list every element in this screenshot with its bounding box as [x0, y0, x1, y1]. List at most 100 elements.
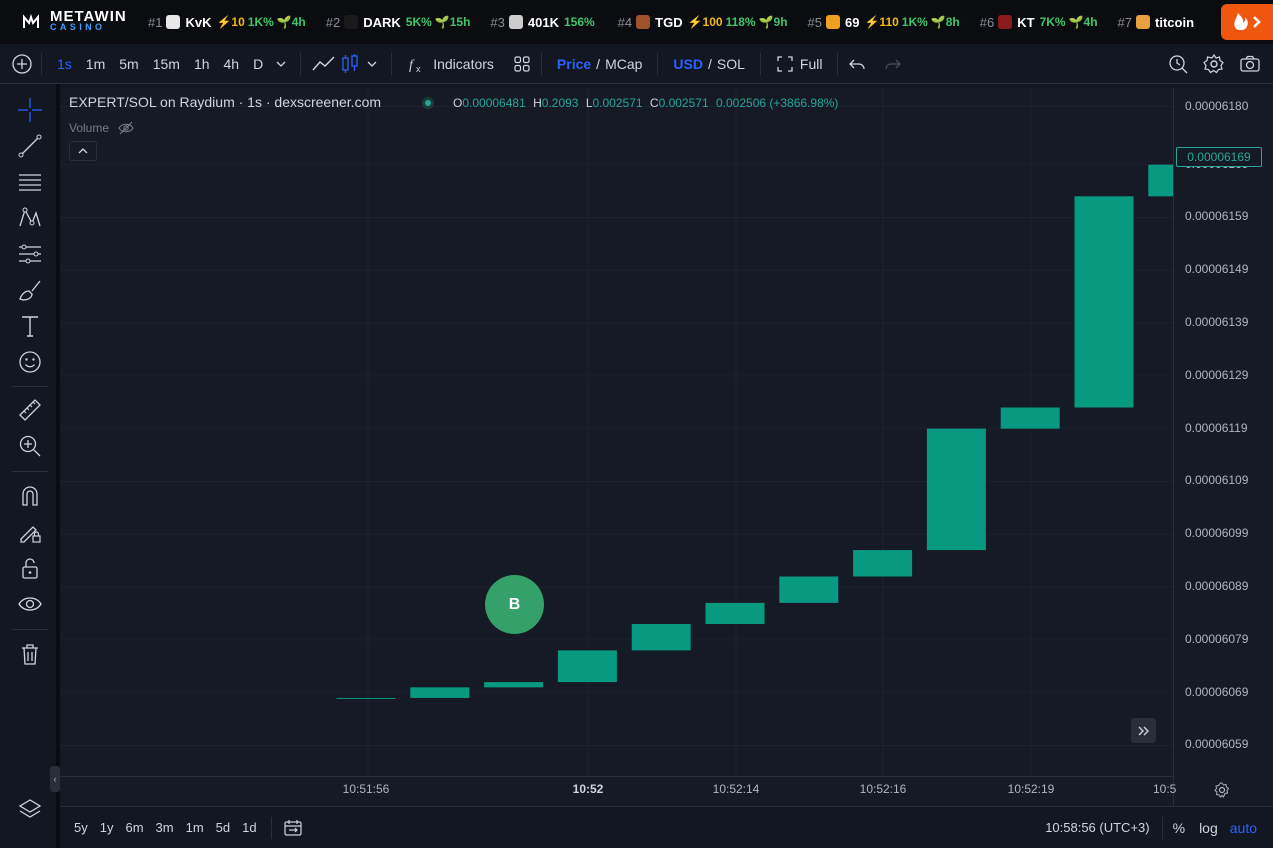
emoji-icon[interactable] [16, 348, 44, 376]
zoom-in-icon[interactable] [16, 432, 44, 460]
candle[interactable] [926, 428, 986, 551]
lock-drawing-icon[interactable] [16, 518, 44, 546]
brush-icon[interactable] [16, 276, 44, 304]
chevron-down-icon[interactable] [270, 53, 292, 75]
crosshair-icon[interactable] [16, 96, 44, 124]
layout-grid-icon[interactable] [511, 53, 533, 75]
trend-line-icon[interactable] [16, 132, 44, 160]
auto-toggle[interactable]: auto [1229, 819, 1257, 836]
log-toggle[interactable]: log [1199, 819, 1218, 836]
chart-type-chevron-icon[interactable] [361, 53, 383, 75]
alert-clock-icon[interactable] [1167, 53, 1189, 75]
lock-icon[interactable] [16, 554, 44, 582]
price-option[interactable]: Price [556, 55, 592, 72]
price-axis[interactable] [1173, 88, 1273, 806]
sol-option[interactable]: SOL [716, 55, 745, 72]
ticker-item[interactable]: #1 KvK ⚡10 1K% 🌱4h [148, 15, 306, 30]
range-5y[interactable]: 5y [74, 820, 88, 835]
interval-4h[interactable]: 4h [223, 55, 240, 72]
candle[interactable] [1148, 164, 1208, 197]
mcap-option[interactable]: MCap [605, 55, 643, 72]
price-mcap-toggle[interactable]: Price / MCap [556, 55, 643, 72]
interval-1h[interactable]: 1h [193, 55, 210, 72]
range-6m[interactable]: 6m [125, 820, 144, 835]
add-symbol-icon[interactable] [11, 53, 33, 75]
volume-label: Volume [69, 121, 110, 135]
range-1m[interactable]: 1m [185, 820, 204, 835]
fullscreen-button[interactable]: Full [769, 55, 830, 73]
price-tick-label: 0.00006139 [1185, 315, 1249, 330]
candle[interactable] [1074, 196, 1134, 408]
chart-canvas[interactable] [60, 88, 1208, 776]
buy-marker[interactable]: B [485, 575, 544, 634]
line-chart-icon[interactable] [309, 53, 339, 75]
price-tick-label: 0.00006109 [1185, 473, 1249, 488]
candle[interactable] [779, 576, 839, 603]
price-tick-label: 0.00006159 [1185, 209, 1249, 224]
ticker-item[interactable]: #4 TGD ⚡100 118% 🌱9h [618, 15, 788, 30]
candle[interactable] [631, 624, 691, 651]
camera-icon[interactable] [1239, 53, 1261, 75]
ticker-item[interactable]: #3 401K 156% [490, 15, 597, 30]
candle[interactable] [484, 682, 544, 688]
ticker-rank: #3 [490, 14, 505, 30]
token-icon [998, 15, 1013, 29]
range-3m[interactable]: 3m [155, 820, 174, 835]
redo-icon[interactable] [882, 53, 904, 75]
ticker-item[interactable]: #5 69 ⚡110 1K% 🌱8h [808, 15, 960, 30]
usd-option[interactable]: USD [673, 55, 703, 72]
promo-button[interactable] [1221, 4, 1273, 40]
prediction-icon[interactable] [16, 240, 44, 268]
change-value: 0.002506 (+3866.98%) [715, 96, 839, 110]
ticker-item[interactable]: #2 DARK 5K% 🌱15h [326, 15, 471, 30]
ruler-icon[interactable] [16, 396, 44, 424]
candle[interactable] [557, 650, 617, 683]
close-value: 0.002571 [658, 96, 709, 110]
magnet-icon[interactable] [16, 482, 44, 510]
trash-icon[interactable] [16, 640, 44, 668]
range-1y[interactable]: 1y [99, 820, 114, 835]
clock-label[interactable]: 10:58:56 (UTC+3) [1045, 820, 1150, 835]
ticker-symbol: titcoin [1155, 14, 1195, 30]
candle[interactable] [336, 697, 396, 699]
time-axis[interactable] [60, 776, 1173, 806]
range-5d[interactable]: 5d [215, 820, 231, 835]
range-group: 5y 1y 6m 3m 1m 5d 1d [68, 820, 263, 835]
ticker-age: 🌱8h [930, 15, 960, 29]
ticker-age: 🌱15h [434, 15, 471, 29]
currency-toggle[interactable]: USD / SOL [673, 55, 745, 72]
ticker-item[interactable]: #6 KT 7K% 🌱4h [980, 15, 1098, 30]
pattern-icon[interactable] [16, 204, 44, 232]
volume-legend[interactable]: Volume [69, 121, 135, 135]
candle[interactable] [705, 602, 765, 624]
chart-pane[interactable] [60, 88, 1208, 806]
interval-D[interactable]: D [253, 55, 264, 72]
interval-5m[interactable]: 5m [119, 55, 139, 72]
undo-icon[interactable] [846, 53, 868, 75]
candle[interactable] [410, 687, 470, 698]
fib-retracement-icon[interactable] [16, 168, 44, 196]
percent-toggle[interactable]: % [1172, 819, 1186, 836]
settings-icon[interactable] [1203, 53, 1225, 75]
range-1d[interactable]: 1d [242, 820, 257, 835]
metawin-logo[interactable]: METAWIN CASINO [0, 9, 148, 32]
axis-settings-icon[interactable] [1213, 781, 1233, 801]
collapse-legend-button[interactable] [69, 141, 97, 161]
bottom-bar: 5y 1y 6m 3m 1m 5d 1d 10:58:56 (UTC+3) % log au… [60, 806, 1273, 848]
candle[interactable] [1000, 407, 1060, 429]
candle[interactable] [853, 550, 913, 577]
scroll-to-realtime-button[interactable] [1131, 718, 1156, 743]
current-price-label: 0.00006169 [1176, 147, 1262, 167]
sidebar-collapse-button[interactable]: ‹ [50, 766, 60, 792]
layers-icon[interactable] [16, 796, 44, 824]
interval-15m[interactable]: 15m [152, 55, 180, 72]
indicators-label: Indicators [433, 55, 494, 72]
ticker-item[interactable]: #7 titcoin [1118, 15, 1199, 30]
text-tool-icon[interactable] [16, 312, 44, 340]
candles-icon[interactable] [339, 53, 361, 75]
interval-1m[interactable]: 1m [85, 55, 106, 72]
date-range-icon[interactable] [282, 817, 304, 839]
eye-icon[interactable] [16, 590, 44, 618]
interval-1s[interactable]: 1s [57, 55, 72, 72]
